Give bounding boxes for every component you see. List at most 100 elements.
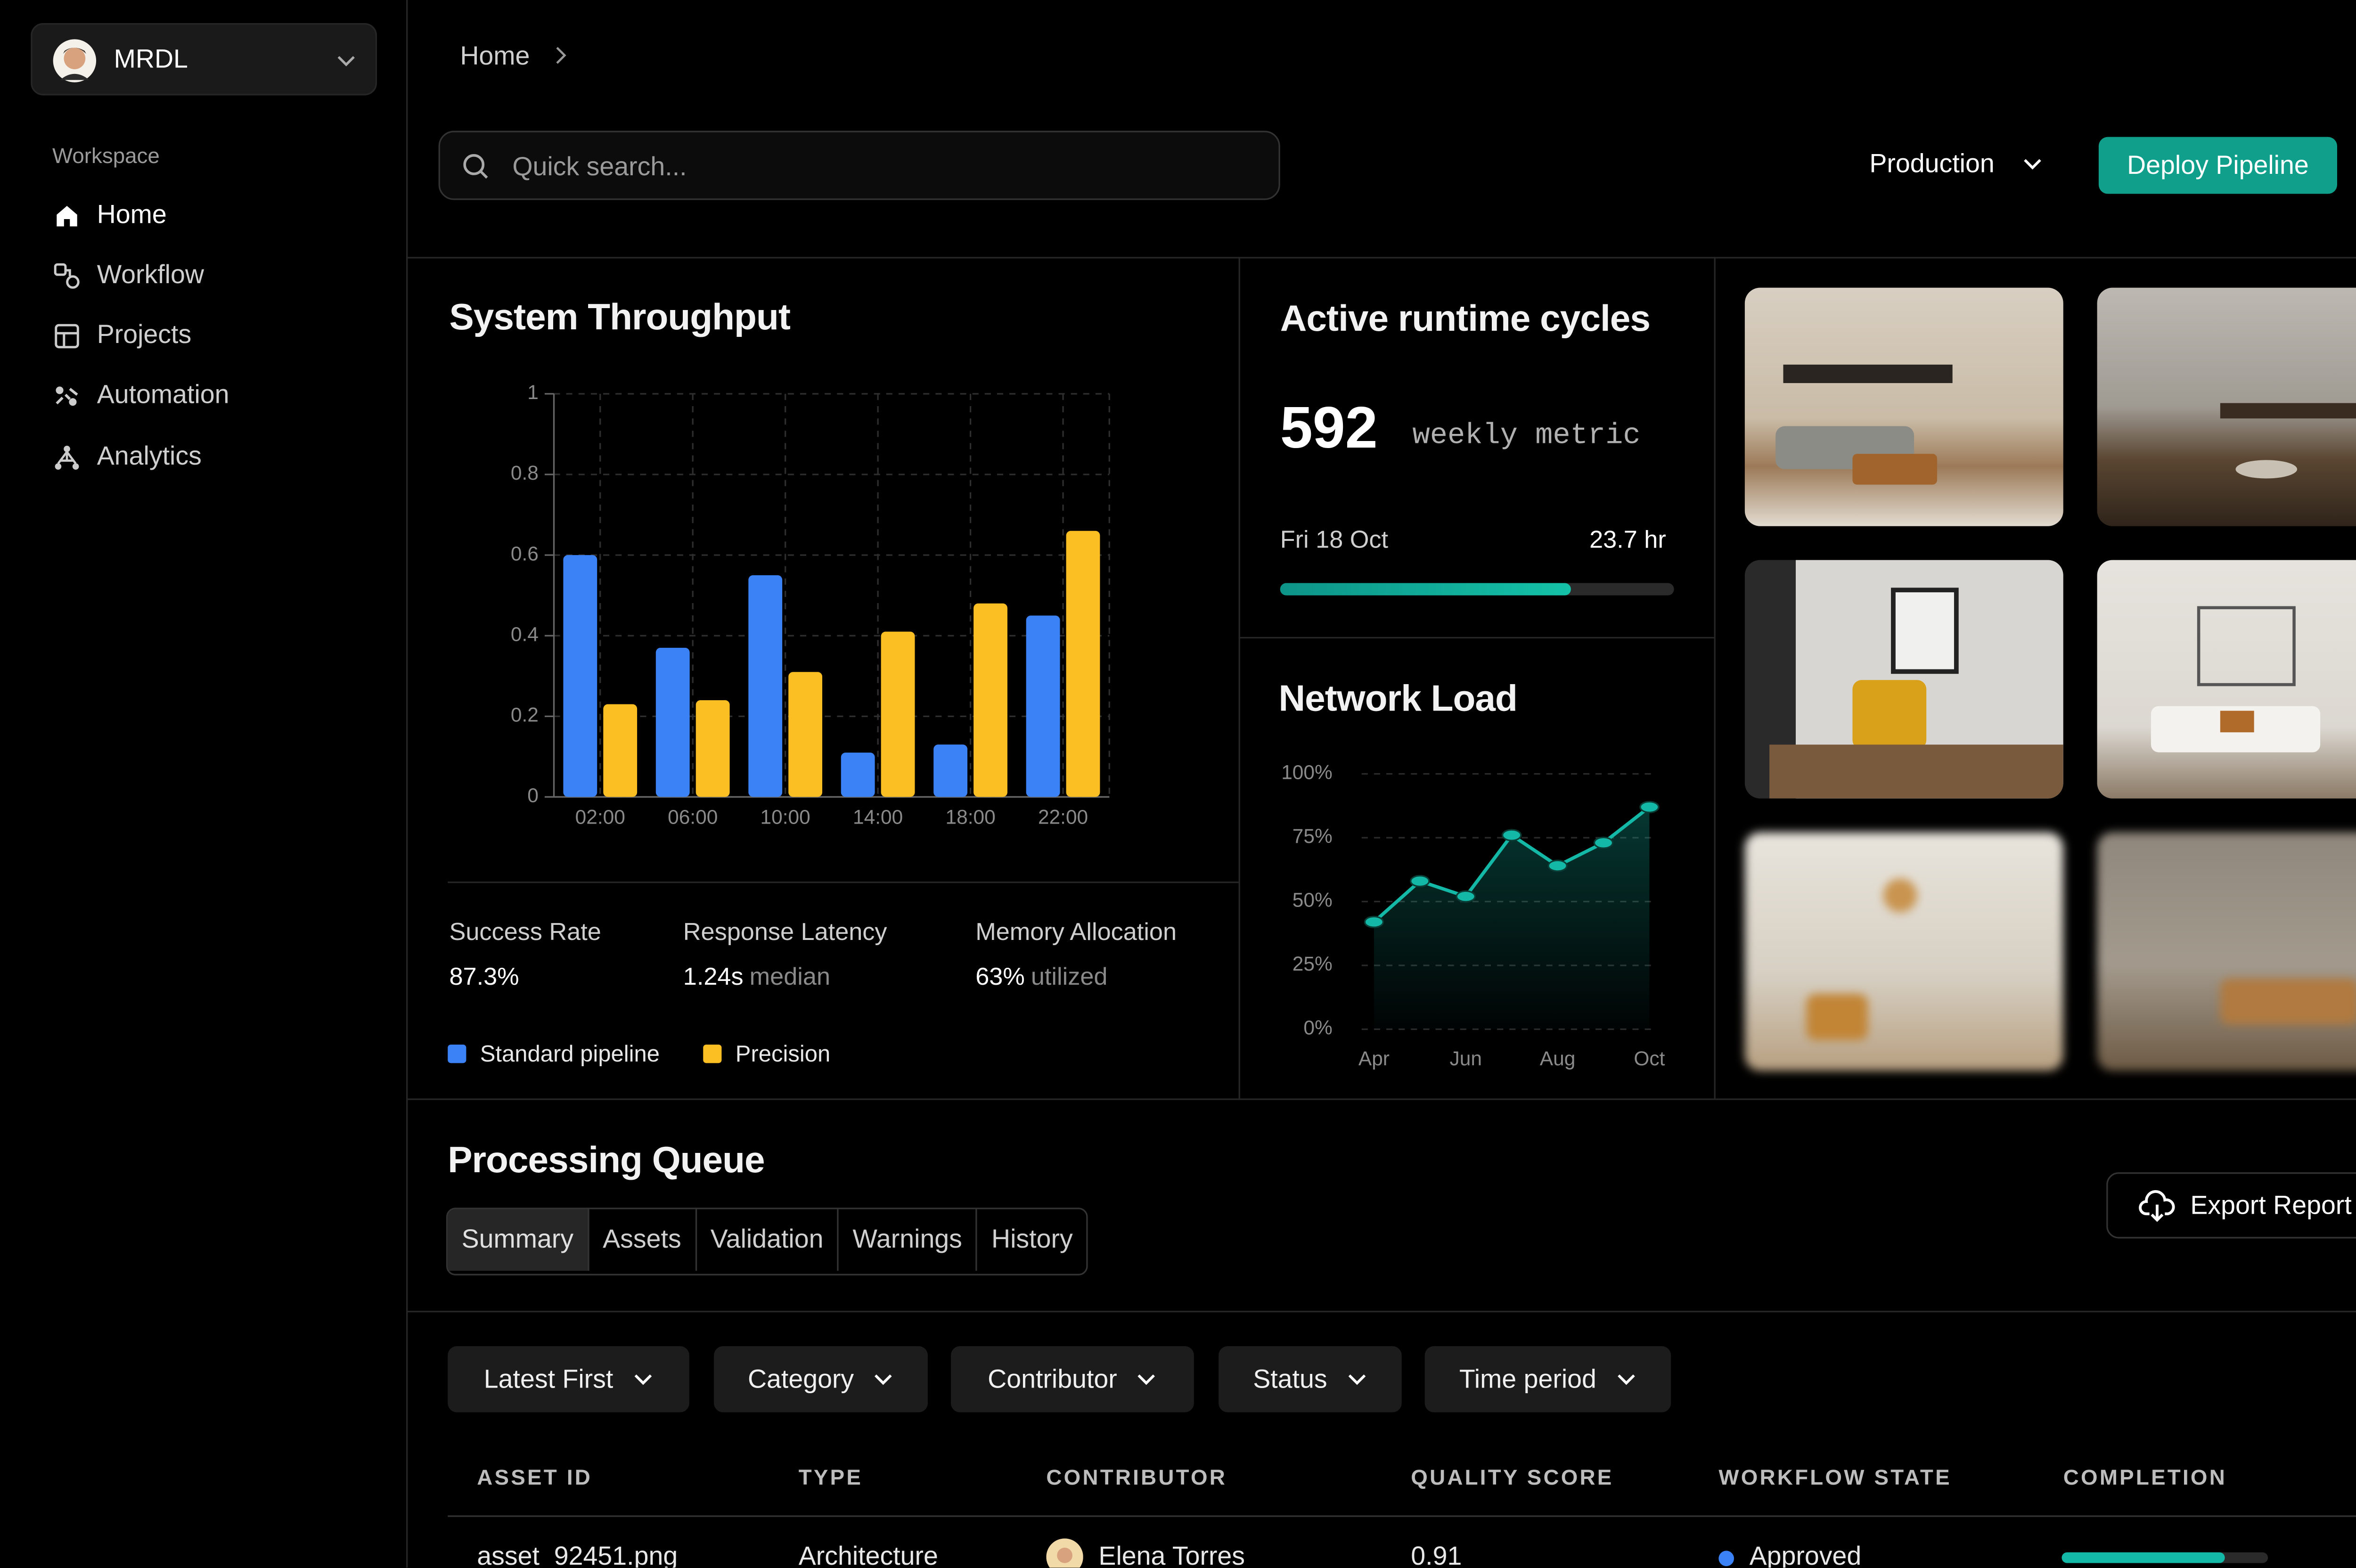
bar bbox=[603, 704, 638, 797]
nav-label: Automation bbox=[97, 380, 229, 409]
photo-detail bbox=[1783, 364, 1953, 384]
filter[interactable]: Category bbox=[714, 1346, 928, 1413]
photo[interactable] bbox=[1744, 287, 2063, 526]
account-switcher[interactable]: MRDL bbox=[31, 23, 377, 96]
x-tick-label: Aug bbox=[1540, 1047, 1576, 1070]
bar bbox=[748, 575, 783, 797]
search-box[interactable]: Quick search... bbox=[438, 131, 1280, 200]
photo-detail bbox=[1852, 680, 1927, 750]
filter[interactable]: Time period bbox=[1424, 1346, 1671, 1413]
tab[interactable]: Warnings bbox=[839, 1209, 978, 1271]
nav-item[interactable]: Automation bbox=[52, 377, 229, 414]
photo[interactable] bbox=[2097, 832, 2356, 1071]
y-tick-label: 0 bbox=[527, 784, 539, 807]
y-tick-label: 1 bbox=[527, 381, 539, 403]
search-placeholder: Quick search... bbox=[512, 152, 687, 182]
divider bbox=[448, 1515, 2356, 1517]
stat-number: 1.24s bbox=[683, 964, 744, 991]
divider bbox=[448, 882, 1239, 883]
bar bbox=[1066, 531, 1100, 797]
completion-track bbox=[2062, 1552, 2268, 1563]
y-tick-label: 0.4 bbox=[511, 623, 539, 645]
nav-label: Projects bbox=[97, 320, 192, 350]
y-tick-label: 25% bbox=[1293, 953, 1333, 975]
x-tick-label: 14:00 bbox=[853, 806, 903, 828]
photo[interactable] bbox=[1744, 560, 2063, 799]
stat-label: Success Rate bbox=[449, 920, 601, 947]
photo-detail bbox=[1769, 744, 2063, 799]
nav-label: Home bbox=[97, 200, 167, 229]
chevron bbox=[874, 1373, 892, 1384]
divider bbox=[406, 1311, 2356, 1313]
nav-label: Workflow bbox=[97, 260, 204, 289]
icon bbox=[55, 445, 79, 469]
photo-detail bbox=[1852, 454, 1938, 485]
x-tick-label: 22:00 bbox=[1038, 806, 1088, 828]
photo[interactable] bbox=[2097, 287, 2356, 526]
photo-detail bbox=[2235, 460, 2298, 479]
icon bbox=[56, 385, 78, 405]
column-header[interactable]: COMPLETION bbox=[2063, 1464, 2227, 1489]
column-header[interactable]: QUALITY SCORE bbox=[1411, 1464, 1614, 1489]
section-title: Processing Queue bbox=[448, 1140, 765, 1182]
chevron bbox=[1137, 1373, 1155, 1384]
filter-label: Time period bbox=[1459, 1364, 1596, 1393]
cell: Architecture bbox=[798, 1541, 938, 1568]
x-tick-label: 18:00 bbox=[945, 806, 995, 828]
point bbox=[1547, 859, 1568, 872]
column-header[interactable]: WORKFLOW STATE bbox=[1718, 1464, 1952, 1489]
export-label: Export Report bbox=[2190, 1190, 2352, 1219]
tab[interactable]: Summary bbox=[448, 1209, 589, 1271]
divider bbox=[1238, 257, 1240, 1099]
area bbox=[1374, 807, 1650, 1029]
progress-bar bbox=[1280, 583, 1572, 596]
stat-number: 87.3% bbox=[449, 964, 519, 991]
filter[interactable]: Latest First bbox=[448, 1346, 689, 1413]
point bbox=[1593, 836, 1614, 849]
section-label: Workspace bbox=[52, 143, 160, 168]
photo[interactable] bbox=[2097, 560, 2356, 799]
point bbox=[1364, 915, 1384, 928]
nav-item[interactable]: Home bbox=[52, 197, 167, 234]
completion-bar bbox=[2062, 1552, 2225, 1563]
tab[interactable]: History bbox=[991, 1225, 1073, 1254]
column-header[interactable]: TYPE bbox=[798, 1464, 863, 1489]
filter-label: Contributor bbox=[988, 1364, 1117, 1393]
filter[interactable]: Status bbox=[1219, 1346, 1402, 1413]
legend-swatch bbox=[703, 1045, 722, 1063]
nav-item[interactable]: Analytics bbox=[52, 439, 202, 475]
environment-select[interactable]: Production bbox=[1869, 149, 1995, 179]
stat-label: Response Latency bbox=[683, 920, 887, 947]
metric-hours: 23.7 hr bbox=[1589, 528, 1666, 554]
export-button[interactable]: Export Report bbox=[2106, 1172, 2356, 1239]
photo-detail bbox=[1806, 994, 1868, 1040]
sidebar-border bbox=[406, 0, 408, 1568]
breadcrumb[interactable]: Home bbox=[460, 41, 530, 71]
y-tick-label: 50% bbox=[1293, 889, 1333, 911]
deploy-button[interactable]: Deploy Pipeline bbox=[2098, 137, 2338, 194]
photo-detail bbox=[2220, 403, 2356, 419]
tab[interactable]: Assets bbox=[589, 1209, 697, 1271]
point bbox=[1410, 875, 1430, 888]
stat-value: 87.3% bbox=[449, 964, 519, 992]
column-header[interactable]: CONTRIBUTOR bbox=[1046, 1464, 1227, 1489]
tab[interactable]: Validation bbox=[696, 1209, 839, 1271]
nav-item[interactable]: Workflow bbox=[52, 257, 204, 294]
legend-label: Standard pipeline bbox=[480, 1041, 660, 1067]
x-tick-label: 10:00 bbox=[761, 806, 810, 828]
y-tick-label: 0.6 bbox=[511, 542, 539, 564]
photo[interactable] bbox=[1744, 832, 2063, 1071]
column-header[interactable]: ASSET ID bbox=[477, 1464, 593, 1489]
bar bbox=[655, 647, 690, 797]
legend-label: Precision bbox=[736, 1041, 830, 1067]
filter[interactable]: Contributor bbox=[950, 1346, 1194, 1413]
y-tick-label: 75% bbox=[1293, 825, 1333, 847]
stat-value: 63% utilized bbox=[975, 964, 1107, 992]
avatar bbox=[53, 39, 97, 82]
point bbox=[1501, 829, 1522, 841]
nav-item[interactable]: Projects bbox=[52, 317, 191, 354]
bar bbox=[933, 744, 968, 797]
point bbox=[1456, 890, 1476, 903]
